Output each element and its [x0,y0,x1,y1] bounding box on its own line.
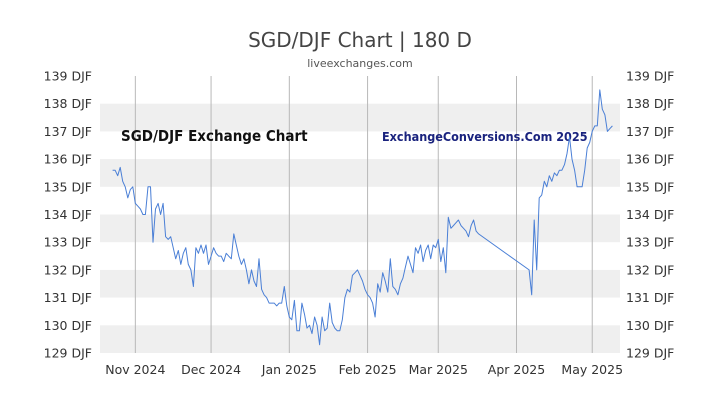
x-tick-label: May 2025 [561,362,623,377]
y-tick-label-left: 132 DJF [44,262,92,277]
y-tick-label-left: 137 DJF [44,124,92,139]
y-axis-left-ticks: 129 DJF 130 DJF 131 DJF 132 DJF 133 DJF 134 D… [44,69,92,361]
y-tick-label-left: 133 DJF [44,235,92,250]
grid-band [100,269,620,298]
y-tick-label-right: 129 DJF [626,346,674,361]
y-tick-label-right: 137 DJF [626,124,674,139]
y-tick-label-left: 138 DJF [44,96,92,111]
x-tick-label: Mar 2025 [409,362,468,377]
watermark-text: ExchangeConversions.Com 2025 [382,129,588,144]
grid-band [100,325,620,353]
y-tick-label-left: 131 DJF [44,290,92,305]
y-tick-label-right: 131 DJF [626,290,674,305]
y-tick-label-left: 139 DJF [44,69,92,84]
y-tick-label-left: 136 DJF [44,152,92,167]
y-tick-label-left: 129 DJF [44,346,92,361]
y-tick-label-right: 135 DJF [626,179,674,194]
x-tick-label: Feb 2025 [339,362,397,377]
inner-chart-title: SGD/DJF Exchange Chart [121,127,308,145]
y-tick-label-left: 130 DJF [44,318,92,333]
x-axis-ticks: Nov 2024 Dec 2024 Jan 2025 Feb 2025 Mar 2025… [105,362,623,377]
x-tick-label: Nov 2024 [105,362,165,377]
series-line [112,89,613,346]
x-tick-label: Dec 2024 [181,362,241,377]
alternating-bands [100,103,620,353]
y-tick-label-left: 135 DJF [44,179,92,194]
vertical-gridlines [134,76,593,353]
y-axis-right-ticks: 129 DJF 130 DJF 131 DJF 132 DJF 133 DJF 134 D… [626,69,674,361]
y-tick-label-right: 136 DJF [626,152,674,167]
y-tick-label-right: 138 DJF [626,96,674,111]
chart-subtitle: liveexchanges.com [307,57,412,70]
grid-band [100,214,620,243]
chart-title: SGD/DJF Chart | 180 D [248,28,472,52]
x-tick-label: Jan 2025 [261,362,317,377]
y-tick-label-right: 132 DJF [626,262,674,277]
y-tick-label-left: 134 DJF [44,207,92,222]
y-tick-label-right: 130 DJF [626,318,674,333]
y-tick-label-right: 134 DJF [626,207,674,222]
y-tick-label-right: 139 DJF [626,69,674,84]
x-tick-label: Apr 2025 [488,362,545,377]
grid-band [100,103,620,132]
grid-band [100,159,620,187]
y-tick-label-right: 133 DJF [626,235,674,250]
